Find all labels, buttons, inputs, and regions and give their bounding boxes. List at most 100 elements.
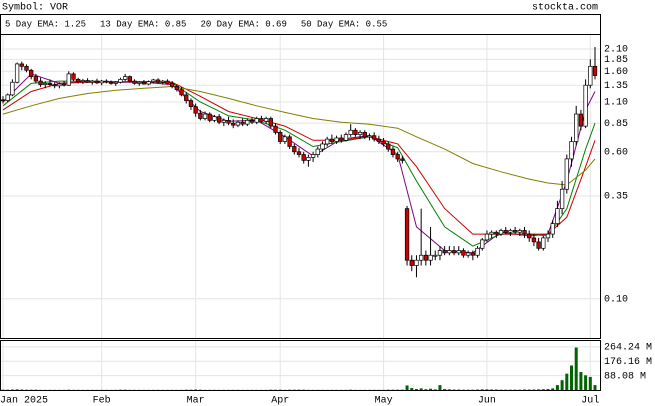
volume-bar	[570, 365, 574, 390]
candle-body	[188, 100, 194, 107]
candle-body	[339, 137, 344, 141]
candle-body	[198, 112, 203, 119]
candle-body	[320, 143, 325, 150]
volume-bar	[560, 380, 564, 390]
candle-body	[151, 79, 156, 83]
candle-body	[498, 230, 504, 235]
candle-body	[80, 80, 86, 83]
candle-body	[372, 135, 377, 140]
candle-body	[94, 80, 100, 84]
volume-bar	[588, 376, 592, 390]
candle-body	[174, 86, 179, 90]
legend-entry: 50 Day EMA: 0.55	[301, 19, 387, 29]
candle-body	[414, 259, 419, 266]
candle-body	[395, 154, 400, 160]
y-tick-label: 0.35	[604, 192, 628, 203]
volume-bar	[438, 385, 442, 390]
candle-body	[47, 83, 53, 85]
volume-tick-label: 88.08 M	[604, 371, 646, 382]
candle-body	[108, 81, 114, 84]
candle-body	[287, 136, 292, 147]
candle-body	[348, 129, 353, 135]
candle-body	[494, 231, 499, 235]
candle-body	[433, 254, 438, 257]
candle-body	[428, 254, 433, 261]
volume-bar	[579, 372, 583, 390]
candle-body	[569, 141, 574, 160]
candle-body	[512, 230, 518, 233]
candle-body	[390, 148, 396, 155]
volume-bar	[546, 389, 550, 390]
candle-body	[184, 94, 189, 101]
candle-body	[231, 122, 236, 126]
candle-body	[555, 208, 560, 224]
candle-body	[104, 80, 109, 83]
volume-bar	[574, 347, 578, 390]
volume-bar	[593, 385, 597, 390]
candle-body	[113, 81, 118, 84]
candle-body	[475, 247, 480, 256]
candle-body	[315, 148, 320, 155]
candle-body	[282, 136, 288, 142]
candle-body	[268, 118, 273, 127]
candle-body	[296, 151, 302, 155]
candle-body	[301, 154, 306, 161]
candle-body	[14, 63, 20, 83]
legend-entry: 20 Day EMA: 0.69	[200, 19, 286, 29]
candle-body	[367, 135, 372, 138]
volume-bar	[405, 385, 409, 390]
candle-body	[61, 83, 67, 86]
candle-body	[423, 254, 429, 261]
candle-body	[334, 137, 339, 142]
candle-body	[531, 237, 537, 243]
candle-body	[564, 158, 569, 190]
volume-bar	[584, 375, 588, 390]
candle-body	[160, 80, 165, 83]
candle-body	[99, 80, 104, 84]
candle-body	[57, 83, 62, 87]
source: stockta.com	[532, 2, 598, 14]
x-tick-label: Jul	[581, 395, 599, 406]
candle-body	[357, 132, 363, 135]
candle-body	[169, 83, 175, 87]
candle-body	[419, 254, 424, 261]
volume-bar	[541, 389, 545, 390]
candle-body	[193, 106, 198, 114]
y-tick-label: 2.10	[604, 45, 628, 56]
volume-bar	[15, 389, 19, 390]
symbol: Symbol: VOR	[2, 2, 68, 14]
candle-body	[240, 121, 245, 125]
candle-body	[503, 230, 508, 233]
candle-body	[461, 250, 466, 256]
volume-tick-label: 264.24 M	[604, 342, 652, 353]
volume-bar	[537, 389, 541, 390]
candle-body	[376, 138, 382, 142]
candle-body	[259, 118, 264, 122]
candle-body	[329, 138, 335, 142]
candle-body	[212, 116, 217, 121]
candle-body	[456, 250, 461, 254]
candle-body	[278, 132, 283, 142]
candle-body	[583, 84, 588, 127]
volume-bar	[443, 389, 447, 390]
candle-body	[559, 188, 565, 209]
candle-body	[52, 84, 57, 87]
x-tick-label: Feb	[93, 395, 111, 406]
y-tick-label: 1.85	[604, 55, 628, 66]
candle-body	[249, 119, 255, 123]
candle-body	[254, 118, 259, 123]
candle-body	[123, 76, 128, 80]
candle-body	[484, 233, 490, 241]
candle-body	[179, 89, 184, 96]
volume-tick-label: 176.16 M	[604, 357, 652, 368]
candle-body	[132, 80, 137, 84]
candle-body	[226, 119, 231, 124]
candle-body	[19, 63, 24, 67]
volume-bar	[433, 389, 437, 390]
candle-body	[66, 73, 71, 86]
candle-body	[343, 134, 349, 141]
candle-body	[71, 73, 76, 80]
volume-bar	[551, 388, 555, 390]
candle-body	[362, 132, 367, 138]
